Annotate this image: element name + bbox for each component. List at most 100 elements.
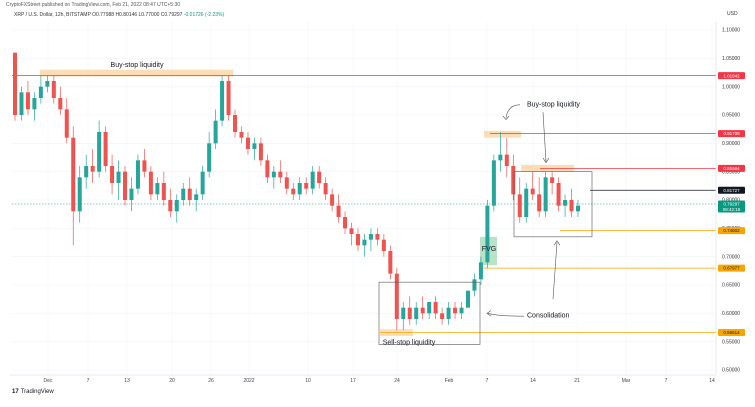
price-level-tag [718,329,745,337]
publisher-line: CryptoFXStreet published on TradingView.… [6,2,181,8]
time-tick-label: 7 [87,378,90,384]
candle-body [51,81,56,98]
price-tick-label: 0.85000 [722,169,740,175]
candle-body [414,307,419,319]
arrow-consolidation-left [487,313,525,317]
price-level-tag [718,186,745,194]
candle-body [291,188,296,195]
current-price-text: 0.79297 [723,202,740,207]
candle-body [19,92,24,115]
price-tick-label: 1.05000 [722,56,740,62]
candle-body [446,307,451,319]
tradingview-text: TradingView [20,389,54,395]
candle-body [284,177,289,189]
candle-body [12,52,18,115]
price-tick-label: 0.90000 [722,141,740,147]
candle-body [200,171,205,195]
candle-body [349,228,354,234]
candle-body [116,171,121,183]
candle-body [25,92,30,110]
price-tick-label: 0.65000 [722,283,740,289]
ohlc-values: O0.77988 H0.80146 L0.77000 C0.79297 [92,12,183,18]
symbol-ohlc-line: XRP / U.S. Dollar, 12h, BITSTAMP O0.7798… [14,12,224,18]
price-tick-label: 0.55000 [722,339,740,345]
candle-body [38,86,43,98]
candle-body [213,120,218,144]
candle-body [155,183,160,195]
consolidation-label: Consolidation [527,312,570,319]
sell-stop-liquidity-label: Sell-stop liquidity [383,340,436,347]
time-tick-label: 14 [530,378,536,384]
tradingview-logo[interactable]: 17 TradingView [12,389,54,395]
candle-body [543,177,548,212]
fvg-label: FVG [482,246,496,253]
candle-body [504,154,509,166]
candle-body [453,307,458,314]
candle-body [317,171,322,183]
arrow-buy-stop-down [542,112,547,162]
candle-body [90,166,95,172]
buy-stop-liquidity-label-left: Buy-stop liquidity [111,62,164,69]
arrowhead [542,157,550,164]
time-tick-label: 24 [394,378,400,384]
countdown-text: 08:42:19 [723,207,741,212]
candle-body [355,234,360,246]
buy-stop-zone-left [40,69,233,77]
candle-body [368,234,373,240]
candle-body [110,166,115,183]
arrow-consolidation-right [552,242,558,300]
price-axis[interactable]: USD 1.10000 1.05000 1.00000 0.95000 0.90000 0… [715,11,745,375]
candles [12,52,581,331]
price-levels [12,75,716,333]
candle-body [194,194,199,200]
candle-body [323,183,328,195]
time-axis[interactable]: Dec 7 13 20 26 2022 10 17 24 Feb 7 14 21 Mar 7 14 [10,374,716,384]
price-level-tag [718,227,745,235]
candle-body [220,81,225,121]
currency-label: USD [727,11,738,17]
time-tick-label: 14 [709,378,715,384]
candle-body [148,171,153,195]
candle-body [465,290,470,308]
time-tick-label: 2022 [243,378,254,384]
price-tick-label: 0.70000 [722,254,740,260]
candle-body [375,234,380,240]
candle-body [388,251,393,274]
candle-body [427,302,432,314]
candle-body [187,188,192,200]
candle-body [181,188,186,200]
candle-body [563,200,568,206]
candle-body [330,194,335,206]
price-level-tag [718,164,745,172]
candle-body [491,160,496,206]
candle-body [550,177,555,183]
candle-body [32,98,37,110]
price-level-tag-text: 0.85584 [723,166,740,171]
candle-body [530,188,535,195]
chart-grid [12,22,716,375]
candle-body [103,132,108,166]
candle-body [420,307,425,314]
candle-body [129,188,134,200]
arrowhead [553,240,561,246]
buy-stop-liquidity-label-right: Buy-stop liquidity [527,102,580,109]
time-tick-label: Dec [44,378,53,384]
candle-body [278,171,283,178]
candle-body [537,194,542,212]
price-level-tag-text: 0.81727 [723,188,740,193]
candle-body [135,160,140,189]
time-tick-label: 20 [169,378,175,384]
candle-body [485,205,490,263]
candle-body [524,188,529,217]
candle-body [343,217,348,229]
time-tick-label: 17 [350,378,356,384]
candle-body [161,183,166,200]
time-tick-label: 10 [305,378,311,384]
candle-body [174,200,179,212]
candle-body [304,183,309,189]
price-level-tag-text: 1.01942 [723,73,740,78]
candle-body [233,115,238,132]
price-tick-label: 0.60000 [722,311,740,317]
price-change: -0.01726 (-2.23%) [183,12,225,18]
